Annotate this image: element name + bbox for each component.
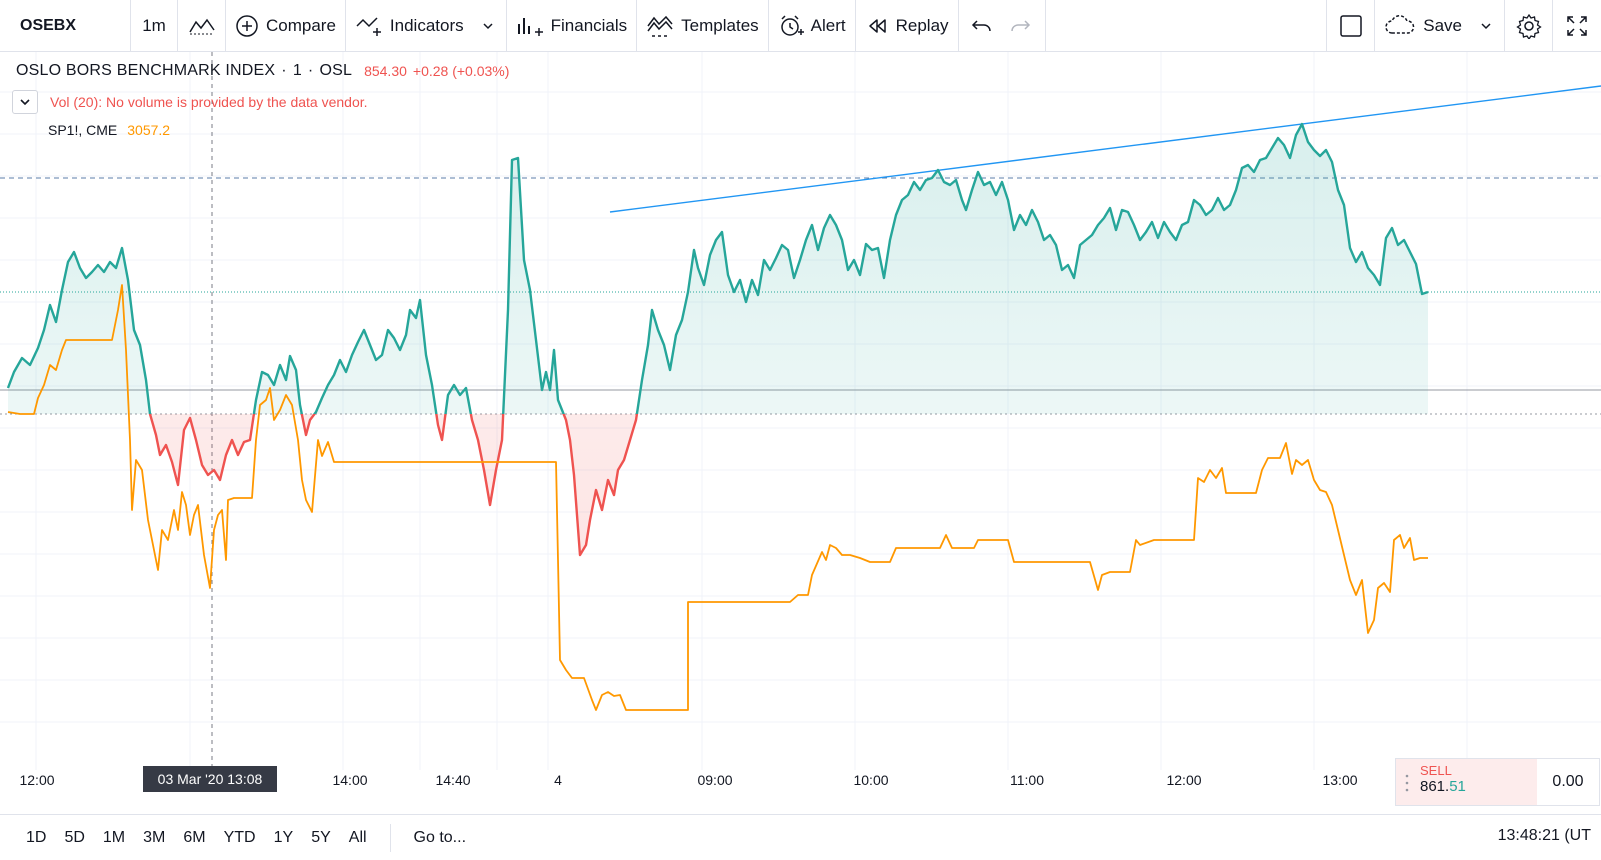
- legend-price: 854.30: [364, 63, 407, 79]
- chevron-down-icon: [483, 22, 493, 29]
- toolbar-spacer: [1046, 0, 1328, 52]
- trading-panel: SELL 861.51 0.00: [1395, 758, 1600, 806]
- save-label: Save: [1423, 15, 1462, 35]
- interval-button[interactable]: 1m: [131, 0, 178, 52]
- compare-value: 3057.2: [127, 122, 171, 138]
- range-1d[interactable]: 1D: [26, 828, 47, 846]
- legend-exchange: OSL: [319, 62, 353, 79]
- sell-price-main: 861.: [1420, 778, 1450, 795]
- legend-change: +0.28 (+0.03%): [412, 63, 510, 79]
- main-series: [6, 122, 1429, 557]
- alert-button[interactable]: Alert: [769, 0, 856, 52]
- undo-icon: [971, 19, 991, 31]
- time-label: 14:40: [435, 772, 471, 788]
- time-label: 13:00: [1322, 772, 1358, 788]
- replay-button[interactable]: Replay: [856, 0, 959, 52]
- compare-label: Compare: [266, 15, 336, 35]
- indicators-label: Indicators: [389, 15, 464, 35]
- time-label: 12:00: [1166, 772, 1202, 788]
- volume-message: Vol (20): No volume is provided by the d…: [50, 94, 368, 110]
- alarm-clock-icon: [780, 14, 804, 36]
- financials-button[interactable]: Financials: [507, 0, 638, 52]
- time-label: 4: [554, 772, 562, 788]
- top-toolbar: OSEBX 1m Compare Indicators Financials T…: [0, 0, 1601, 52]
- instrument-name[interactable]: OSLO BORS BENCHMARK INDEX: [16, 62, 276, 79]
- compare-series-line: [7, 284, 1428, 711]
- range-1m[interactable]: 1M: [102, 828, 126, 846]
- range-3m[interactable]: 3M: [143, 828, 166, 846]
- legend-separator: ·: [281, 62, 287, 79]
- sell-price: 861.51: [1420, 778, 1537, 795]
- range-6m[interactable]: 6M: [183, 828, 206, 846]
- time-label: 10:00: [853, 772, 889, 788]
- main-legend: OSLO BORS BENCHMARK INDEX · 1 · OSL 854.…: [16, 62, 509, 80]
- chevron-down-icon: [1481, 22, 1491, 29]
- cloud-icon: [1385, 14, 1415, 34]
- time-axis[interactable]: 12:00 14:00 14:40 4 09:00 10:00 11:00 12…: [0, 770, 1601, 794]
- undo-button[interactable]: [959, 0, 1005, 52]
- line-chart-icon: [188, 18, 215, 34]
- clock[interactable]: 13:48:21 (UT: [1497, 827, 1591, 844]
- chevron-down-icon: [20, 99, 30, 106]
- sell-label: SELL: [1420, 763, 1452, 778]
- templates-label: Templates: [681, 15, 759, 35]
- symbol-search-button[interactable]: OSEBX: [0, 0, 131, 52]
- legend-interval: 1: [292, 62, 302, 79]
- range-1y[interactable]: 1Y: [273, 828, 294, 846]
- save-button[interactable]: Save: [1375, 0, 1505, 52]
- main-series-line-down: [148, 414, 639, 557]
- compare-legend[interactable]: SP1!, CME 3057.2: [48, 122, 170, 138]
- alert-label: Alert: [810, 15, 846, 35]
- range-5y[interactable]: 5Y: [311, 828, 331, 846]
- trend-line: [609, 85, 1601, 213]
- chart-type-button[interactable]: [178, 0, 226, 52]
- bottom-toolbar: 1D 5D 1M 3M 6M YTD 1Y 5Y All Go to... 13…: [0, 814, 1601, 860]
- square-icon: [1340, 14, 1362, 37]
- main-series-line-up: [6, 122, 1429, 414]
- fullscreen-icon: [1567, 15, 1587, 36]
- range-all[interactable]: All: [348, 828, 367, 846]
- main-series-area-up: [8, 124, 1428, 414]
- time-label: 09:00: [697, 772, 733, 788]
- volume-legend: Vol (20): No volume is provided by the d…: [12, 90, 368, 114]
- compare-button[interactable]: Compare: [226, 0, 346, 52]
- redo-icon: [1010, 19, 1030, 31]
- legend-separator: ·: [307, 62, 314, 79]
- time-label: 14:00: [332, 772, 368, 788]
- time-label: 12:00: [19, 772, 55, 788]
- crosshair-time-label: 03 Mar '20 13:08: [143, 766, 277, 792]
- gear-icon: [1515, 13, 1542, 39]
- templates-icon: [647, 15, 673, 37]
- collapse-legend-button[interactable]: [12, 90, 38, 114]
- compare-symbol: SP1!, CME: [48, 122, 118, 138]
- indicators-button[interactable]: Indicators: [346, 0, 507, 52]
- indicators-icon: [356, 16, 381, 36]
- redo-button[interactable]: [1005, 0, 1046, 52]
- drag-handle-icon: [1405, 774, 1409, 792]
- goto-button[interactable]: Go to...: [413, 828, 467, 846]
- fullscreen-button[interactable]: [1553, 0, 1601, 52]
- sell-button[interactable]: SELL 861.51: [1396, 759, 1537, 805]
- templates-button[interactable]: Templates: [637, 0, 769, 52]
- time-label: 11:00: [1010, 772, 1044, 788]
- range-ytd[interactable]: YTD: [223, 828, 256, 846]
- plus-circle-icon: [236, 14, 258, 37]
- price-chart[interactable]: [0, 52, 1601, 809]
- replay-label: Replay: [895, 15, 949, 35]
- financials-label: Financials: [550, 15, 628, 35]
- sell-price-fraction: 51: [1449, 778, 1466, 795]
- range-5d[interactable]: 5D: [64, 828, 85, 846]
- divider: [389, 823, 391, 852]
- settings-button[interactable]: [1505, 0, 1553, 52]
- financials-icon: [517, 17, 543, 36]
- quantity-field[interactable]: 0.00: [1552, 773, 1584, 790]
- rewind-icon: [868, 18, 886, 33]
- layout-button[interactable]: [1327, 0, 1376, 52]
